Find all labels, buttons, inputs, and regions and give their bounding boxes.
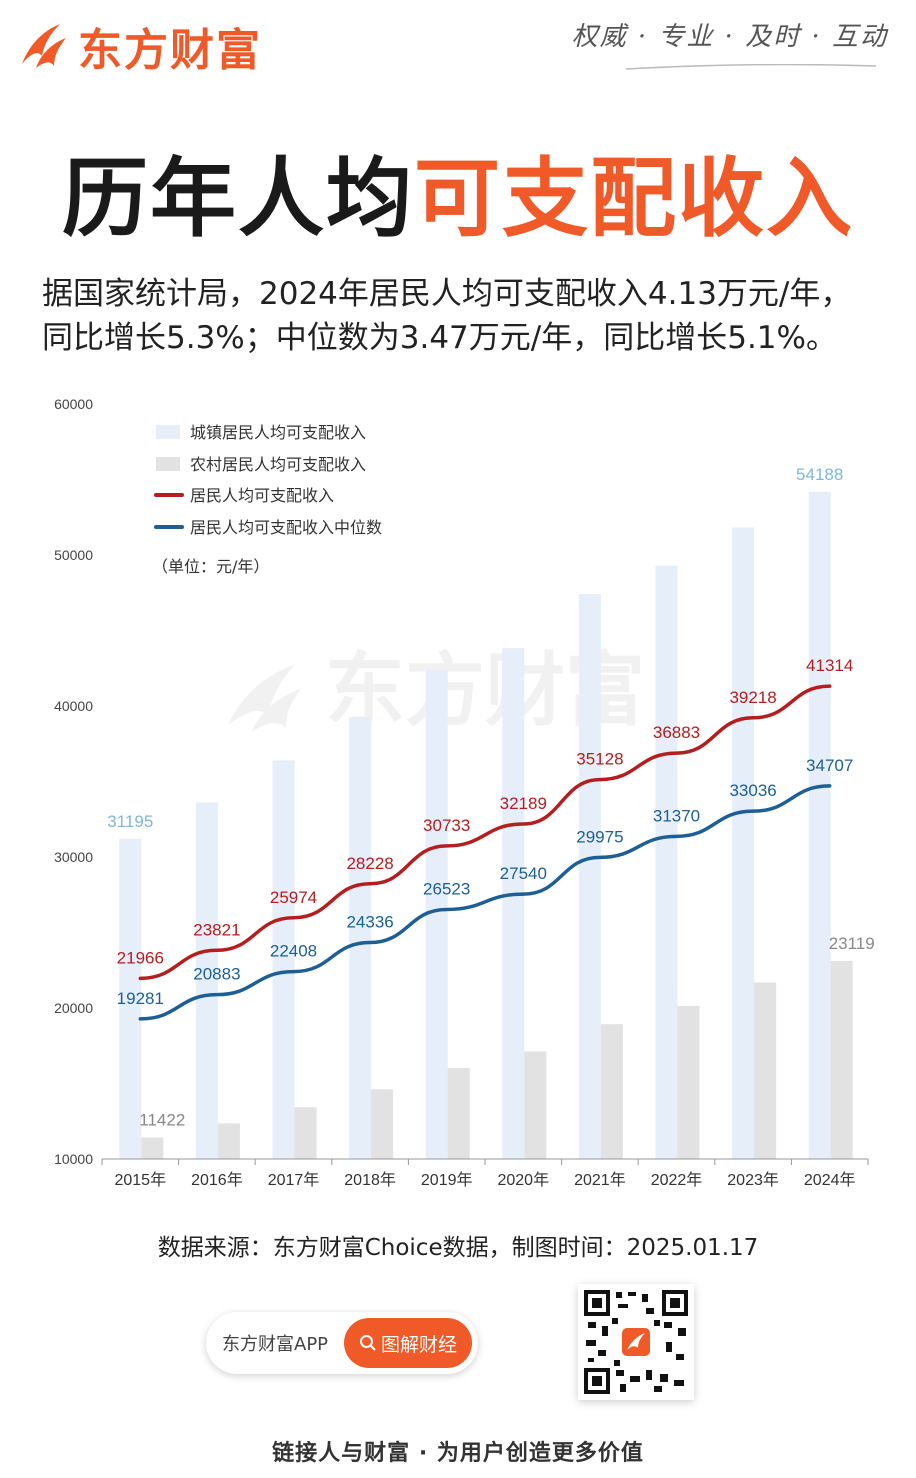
y-tick-label: 60000 <box>54 396 93 412</box>
median-income-label: 22408 <box>270 942 317 961</box>
median-income-label: 31370 <box>653 806 700 825</box>
legend-label: 城镇居民人均可支配收入 <box>190 423 366 442</box>
legend-label: 居民人均可支配收入 <box>190 486 334 505</box>
median-income-label: 20883 <box>193 965 240 984</box>
legend-swatch <box>156 425 180 439</box>
urban-income-bar <box>655 565 678 1159</box>
x-tick-label: 2019年 <box>421 1171 473 1189</box>
title-part-orange: 可支配收入 <box>414 149 854 249</box>
x-tick-label: 2022年 <box>651 1171 703 1189</box>
rural-income-label: 11422 <box>139 1111 185 1130</box>
qr-code-icon <box>584 1290 688 1394</box>
median-income-label: 34707 <box>806 756 853 775</box>
x-tick-label: 2023年 <box>727 1171 779 1189</box>
urban-income-bar <box>272 760 295 1159</box>
app-name-label: 东方财富APP <box>222 1334 329 1355</box>
y-tick-label: 50000 <box>54 547 93 563</box>
rural-income-bar <box>754 982 777 1159</box>
rural-income-bar <box>600 1024 623 1159</box>
median-income-label: 24336 <box>346 913 393 932</box>
median-income-label: 29975 <box>576 827 623 846</box>
unit-note: （单位：元/年） <box>152 557 269 576</box>
x-tick-label: 2017年 <box>268 1171 320 1189</box>
median-income-label: 27540 <box>500 864 547 883</box>
app-search-pill: 东方财富APP 图解财经 <box>206 1312 478 1374</box>
data-source: 数据来源：东方财富Choice数据，制图时间：2025.01.17 <box>157 1235 759 1261</box>
page-title: 历年人均可支配收入 <box>0 128 916 253</box>
footer-tagline: 链接人与财富 · 为用户创造更多价值 <box>272 1441 644 1466</box>
urban-income-bar <box>578 594 601 1159</box>
x-tick-label: 2015年 <box>114 1171 166 1189</box>
urban-income-bar <box>195 802 218 1159</box>
y-tick-label: 40000 <box>54 698 93 714</box>
slogan: 权威 · 专业 · 及时 · 互动 <box>571 22 888 52</box>
legend-swatch <box>156 457 180 471</box>
mean-income-label: 32189 <box>500 794 547 813</box>
mean-income-label: 23821 <box>193 920 240 939</box>
urban-income-bar <box>349 717 372 1159</box>
title-part-black: 历年人均 <box>62 149 414 249</box>
rural-income-bar <box>141 1137 164 1159</box>
rural-income-bar <box>830 960 853 1159</box>
rural-income-bar <box>524 1051 547 1159</box>
rural-income-bar <box>294 1107 317 1159</box>
header: 东方财富 权威 · 专业 · 及时 · 互动 <box>0 0 916 110</box>
graphic-finance-button[interactable]: 图解财经 <box>344 1318 472 1368</box>
mean-income-label: 36883 <box>653 723 700 742</box>
mean-income-line <box>138 684 832 981</box>
mean-income-label: 35128 <box>576 750 623 769</box>
rural-income-bar <box>371 1089 394 1159</box>
x-tick-label: 2020年 <box>497 1171 549 1189</box>
intro-line-1: 据国家统计局，2024年居民人均可支配收入4.13万元/年， <box>42 276 852 312</box>
x-tick-label: 2024年 <box>804 1171 856 1189</box>
mean-income-label: 21966 <box>117 948 164 967</box>
x-tick-label: 2016年 <box>191 1171 243 1189</box>
y-tick-label: 20000 <box>54 1000 93 1016</box>
watermark-flame-icon <box>228 664 302 732</box>
median-income-label: 26523 <box>423 880 470 899</box>
urban-income-label: 31195 <box>107 812 153 831</box>
median-income-label: 33036 <box>729 781 776 800</box>
urban-income-bar <box>732 527 755 1159</box>
median-income-line <box>138 784 832 1021</box>
qr-code[interactable] <box>578 1284 694 1400</box>
urban-income-label: 54188 <box>796 465 843 484</box>
intro-line-2: 同比增长5.3%；中位数为3.47万元/年，同比增长5.1%。 <box>42 320 837 356</box>
x-tick-label: 2018年 <box>344 1171 396 1189</box>
brand-name: 东方财富 <box>78 25 262 76</box>
mean-income-label: 28228 <box>346 854 393 873</box>
mean-income-label: 30733 <box>423 816 470 835</box>
plot-area: 10000 20000 30000 40000 50000 60000 31195 54188… <box>54 396 875 1189</box>
intro-text: 据国家统计局，2024年居民人均可支配收入4.13万元/年， 同比增长5.3%；… <box>42 272 892 360</box>
urban-income-bar <box>808 491 831 1159</box>
search-icon <box>359 1335 376 1351</box>
flame-logo-icon <box>22 24 66 68</box>
mean-income-label: 25974 <box>270 888 317 907</box>
rural-income-label: 23119 <box>829 934 875 953</box>
urban-income-bar <box>119 838 142 1159</box>
brand-logo[interactable]: 东方财富 <box>14 14 262 78</box>
legend-label: 居民人均可支配收入中位数 <box>190 518 382 537</box>
urban-income-bar <box>425 670 448 1159</box>
graphic-finance-label: 图解财经 <box>380 1333 457 1356</box>
rural-income-bar <box>217 1123 240 1159</box>
median-income-label: 19281 <box>117 989 164 1008</box>
income-chart: 东方财富 10000200003000040000500006000031195… <box>54 396 875 1189</box>
slogan-underline <box>626 64 876 70</box>
y-tick-label: 10000 <box>54 1151 93 1167</box>
rural-income-bar <box>447 1068 470 1159</box>
urban-income-bar <box>502 648 525 1159</box>
legend-label: 农村居民人均可支配收入 <box>190 455 366 474</box>
x-tick-label: 2021年 <box>574 1171 626 1189</box>
mean-income-label: 39218 <box>729 688 776 707</box>
y-tick-label: 30000 <box>54 849 93 865</box>
mean-income-label: 41314 <box>806 656 853 675</box>
rural-income-bar <box>677 1005 700 1159</box>
